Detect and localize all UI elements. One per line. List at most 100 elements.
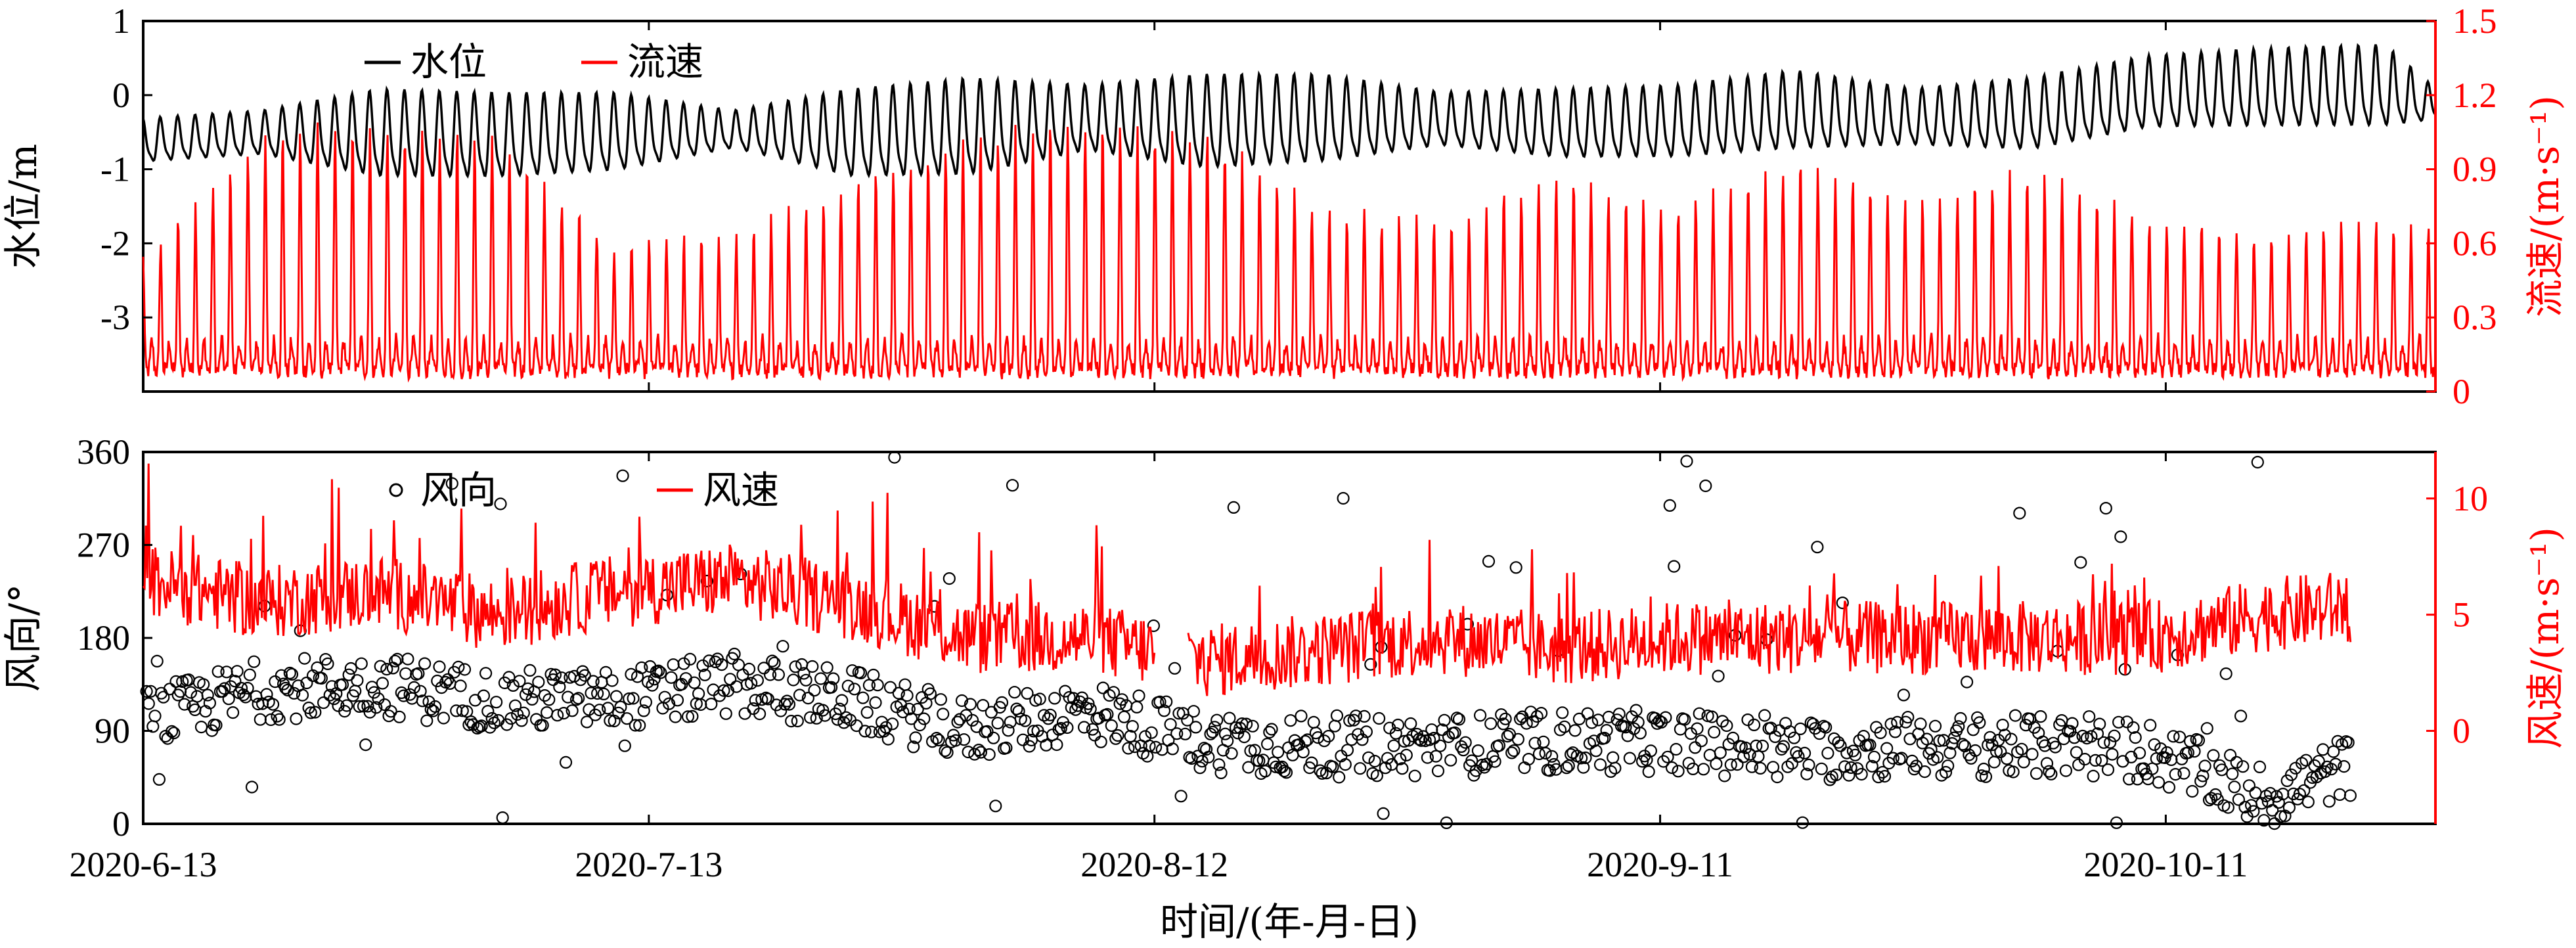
wind-direction-point bbox=[1258, 765, 1272, 778]
wind-direction-point bbox=[1874, 726, 1887, 740]
wind-direction-point bbox=[846, 664, 859, 677]
wind-direction-point bbox=[1968, 744, 1982, 757]
wind-direction-point bbox=[2226, 767, 2239, 780]
wind-direction-point bbox=[1408, 769, 1421, 782]
wind-direction-point bbox=[1785, 757, 1798, 770]
wind-direction-point bbox=[652, 664, 665, 677]
wind-direction-point bbox=[2137, 762, 2150, 775]
wind-direction-point bbox=[2064, 725, 2077, 738]
wind-direction-point bbox=[420, 714, 433, 727]
wind-direction-point bbox=[1609, 761, 1622, 775]
wind-direction-point bbox=[1037, 709, 1051, 722]
wind-direction-point bbox=[481, 704, 495, 718]
wind-direction-point bbox=[555, 671, 568, 685]
wind-direction-point bbox=[810, 711, 823, 725]
top-right-axis-title: 流速/(m·s⁻¹) bbox=[2523, 95, 2567, 317]
wind-direction-point bbox=[166, 725, 179, 738]
wind-direction-point bbox=[904, 712, 918, 725]
wind-direction-point bbox=[1840, 746, 1854, 759]
wind-direction-point bbox=[797, 667, 811, 680]
wind-direction-point bbox=[1484, 717, 1498, 731]
top-left-axis-title: 水位/m bbox=[1, 144, 45, 269]
wind-direction-point bbox=[1918, 765, 1931, 779]
wind-direction-point bbox=[854, 666, 868, 680]
wind-direction-point bbox=[627, 692, 640, 705]
wind-direction-point bbox=[1370, 769, 1383, 782]
wind-direction-point bbox=[376, 677, 389, 690]
wind-direction-point bbox=[1195, 755, 1209, 768]
wind-direction-point bbox=[1716, 715, 1729, 728]
wind-direction-point bbox=[1048, 692, 1061, 705]
wind-direction-point bbox=[1356, 733, 1369, 746]
wind-direction-point bbox=[814, 672, 828, 685]
left-tick-label: 90 bbox=[95, 711, 130, 751]
wind-direction-point bbox=[2000, 752, 2014, 765]
wind-direction-point bbox=[1954, 711, 1967, 725]
wind-direction-point bbox=[1665, 761, 1679, 775]
wind-direction-point bbox=[1318, 734, 1331, 748]
right-tick-label: 0 bbox=[2453, 711, 2470, 751]
wind-direction-point bbox=[1598, 731, 1611, 745]
wind-direction-point bbox=[1244, 744, 1257, 757]
wind-direction-point bbox=[1545, 750, 1559, 763]
wind-direction-point bbox=[1246, 719, 1259, 733]
wind-direction-point bbox=[1505, 746, 1519, 759]
wind-direction-point bbox=[610, 690, 623, 703]
wind-direction-point bbox=[1775, 742, 1788, 756]
wind-direction-point bbox=[2247, 805, 2260, 818]
wind-direction-point bbox=[2282, 801, 2296, 814]
wind-direction-point bbox=[1586, 716, 1599, 729]
wind-direction-point bbox=[742, 662, 756, 676]
wind-direction-point bbox=[1212, 758, 1226, 771]
wind-direction-point bbox=[1299, 734, 1312, 748]
wind-direction-point bbox=[1672, 765, 1685, 778]
wind-direction-point bbox=[1834, 739, 1847, 752]
wind-direction-point bbox=[860, 706, 874, 719]
wind-direction-point bbox=[2293, 788, 2306, 801]
wind-direction-point bbox=[635, 661, 648, 675]
wind-direction-point bbox=[705, 697, 718, 711]
wind-direction-point bbox=[677, 657, 690, 670]
wind-direction-point bbox=[254, 713, 267, 726]
bottom-wind-direction-series bbox=[140, 451, 2357, 830]
wind-direction-point bbox=[414, 685, 427, 698]
wind-direction-point bbox=[913, 718, 927, 732]
top-panel-frame bbox=[142, 20, 2437, 393]
wind-direction-point bbox=[344, 662, 357, 675]
wind-direction-point bbox=[2242, 779, 2255, 792]
wind-direction-point bbox=[641, 675, 655, 688]
wind-direction-point bbox=[1394, 752, 1407, 765]
wind-direction-point bbox=[1798, 746, 1811, 760]
wind-direction-point bbox=[2194, 775, 2208, 788]
wind-direction-point bbox=[623, 692, 636, 706]
wind-direction-point bbox=[1792, 750, 1805, 763]
x-tick-label: 2020-8-12 bbox=[1080, 845, 1228, 884]
wind-direction-point bbox=[820, 661, 833, 674]
wind-direction-point bbox=[2188, 745, 2201, 758]
wind-direction-point bbox=[1942, 759, 1955, 773]
wind-direction-point bbox=[1012, 704, 1025, 718]
wind-direction-point bbox=[1427, 731, 1440, 745]
wind-direction-point bbox=[907, 740, 920, 754]
wind-direction-point bbox=[1431, 764, 1445, 778]
wind-direction-point bbox=[2026, 748, 2039, 761]
wind-direction-point bbox=[1589, 744, 1603, 757]
wind-direction-point bbox=[483, 721, 497, 734]
wind-direction-point bbox=[1977, 762, 1990, 776]
wind-direction-point bbox=[1670, 742, 1683, 756]
wind-direction-point bbox=[1530, 710, 1543, 723]
wind-direction-point bbox=[1998, 729, 2011, 742]
wind-direction-point bbox=[1377, 807, 1390, 821]
wind-direction-point bbox=[947, 729, 960, 742]
wind-direction-point bbox=[548, 668, 562, 681]
wind-direction-point bbox=[1794, 722, 1807, 736]
wind-direction-point bbox=[974, 746, 988, 759]
wind-direction-point bbox=[766, 654, 779, 667]
wind-direction-point bbox=[2005, 733, 2018, 746]
wind-direction-point bbox=[1577, 761, 1590, 774]
wind-direction-point bbox=[1933, 734, 1946, 748]
wind-direction-point bbox=[2007, 765, 2020, 779]
wind-direction-point bbox=[1921, 733, 1934, 746]
wind-direction-point bbox=[1994, 745, 2007, 759]
wind-direction-point bbox=[1863, 738, 1876, 752]
